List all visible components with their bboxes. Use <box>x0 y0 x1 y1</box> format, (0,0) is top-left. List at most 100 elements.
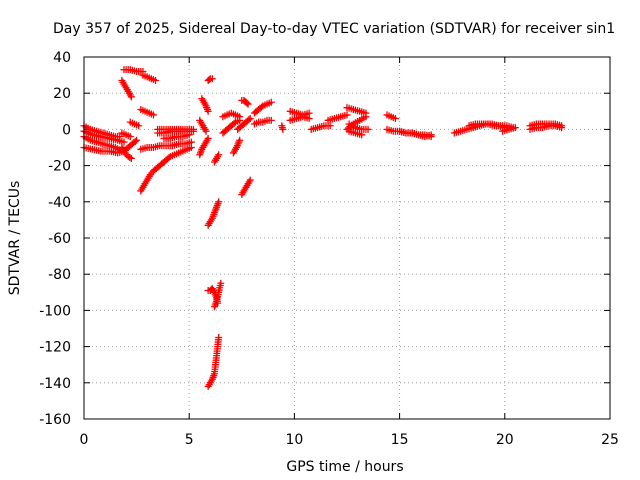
data-point <box>257 103 265 111</box>
data-point <box>267 116 275 124</box>
data-point <box>187 138 195 146</box>
tick-labels: 0 5 10 15 20 25 -160 -140 -120 -100 -80 -60 -40 -20 0 2… <box>39 50 619 448</box>
data-point <box>243 99 251 107</box>
series-track-ah <box>324 111 351 124</box>
data-point <box>204 107 212 115</box>
data-point <box>236 136 244 144</box>
data-point <box>165 154 173 162</box>
series-track-d <box>120 66 147 75</box>
series-track-x <box>234 115 254 133</box>
series-track-ad <box>278 122 287 133</box>
data-point <box>267 98 275 106</box>
data-point <box>246 115 254 123</box>
y-tick-label: -60 <box>48 231 71 247</box>
series-track-at <box>526 120 566 130</box>
data-point <box>217 279 225 287</box>
x-tick-label: 15 <box>391 432 409 448</box>
data-point <box>511 124 519 132</box>
y-tick-label: 0 <box>62 122 71 138</box>
x-tick-label: 0 <box>80 432 89 448</box>
x-tick-label: 25 <box>601 432 619 448</box>
series-track-m <box>198 95 212 115</box>
series-track-h <box>137 144 195 195</box>
data-point <box>215 334 223 342</box>
x-tick-label: 10 <box>285 432 303 448</box>
data-point <box>135 122 143 130</box>
data-point <box>358 131 366 139</box>
data-point <box>208 75 216 83</box>
data-point <box>558 122 566 130</box>
series-track-am <box>383 111 399 123</box>
y-tick-label: -20 <box>48 159 71 175</box>
data-point <box>236 113 244 121</box>
series-track-ai <box>343 104 370 117</box>
data-point <box>120 138 128 146</box>
y-tick-label: -40 <box>48 195 71 211</box>
series-track-n <box>204 75 216 85</box>
plot-frame <box>83 56 611 420</box>
data-point <box>246 176 254 184</box>
data-point <box>391 115 399 123</box>
series-track-e <box>139 71 160 85</box>
series-track-al <box>345 127 366 139</box>
series-track-b <box>118 129 134 141</box>
series-track-ag <box>307 122 334 133</box>
data-point <box>149 111 157 119</box>
data-point <box>152 77 160 85</box>
series-track-y <box>229 136 244 157</box>
series-track-ac <box>250 116 275 128</box>
data-point <box>215 151 223 159</box>
data-point <box>279 125 287 133</box>
x-axis-title: GPS time / hours <box>286 459 403 475</box>
data-point <box>126 133 134 141</box>
data-points <box>80 66 566 390</box>
series-track-i <box>137 138 195 153</box>
series-track-c <box>118 77 135 101</box>
series-track-f <box>137 105 157 119</box>
series-track-v <box>219 116 244 137</box>
series-track-u <box>210 151 223 166</box>
y-axis-title: SDTVAR / TECUs <box>7 181 23 296</box>
series-track-l <box>160 131 193 142</box>
x-tick-label: 20 <box>496 432 514 448</box>
y-tick-label: -140 <box>39 376 71 392</box>
data-point <box>189 125 197 133</box>
series-track-p <box>196 134 212 159</box>
series-track-aa <box>238 176 254 199</box>
data-point <box>427 131 435 139</box>
series-track-early-d <box>80 127 128 146</box>
data-point <box>127 154 135 162</box>
y-tick-label: -100 <box>39 303 71 319</box>
series-track-ar <box>499 124 519 135</box>
data-point <box>127 93 135 101</box>
data-point <box>305 115 313 123</box>
series-track-o <box>196 116 210 135</box>
y-tick-label: -80 <box>48 267 71 283</box>
data-point <box>244 100 252 108</box>
data-point <box>133 136 141 144</box>
data-point <box>230 119 238 127</box>
y-tick-label: -160 <box>39 412 71 428</box>
series-track-ao <box>396 127 435 141</box>
series-track-q <box>204 198 223 229</box>
data-point <box>326 122 334 130</box>
data-point <box>362 113 370 121</box>
data-point <box>131 137 139 145</box>
series-track-ab <box>250 98 275 117</box>
data-point <box>204 134 212 142</box>
series-track-z <box>238 96 252 108</box>
data-point <box>364 125 372 133</box>
series-track-w <box>219 109 244 121</box>
data-point <box>205 76 213 84</box>
series-track-g <box>126 118 143 130</box>
series-track-t <box>204 334 223 390</box>
x-tick-label: 5 <box>185 432 194 448</box>
data-point <box>126 153 134 161</box>
series-track-s <box>210 279 225 311</box>
data-point <box>245 116 253 124</box>
y-tick-label: 20 <box>53 86 71 102</box>
y-tick-label: 40 <box>53 50 71 66</box>
chart-title: Day 357 of 2025, Sidereal Day-to-day VTE… <box>53 21 615 37</box>
